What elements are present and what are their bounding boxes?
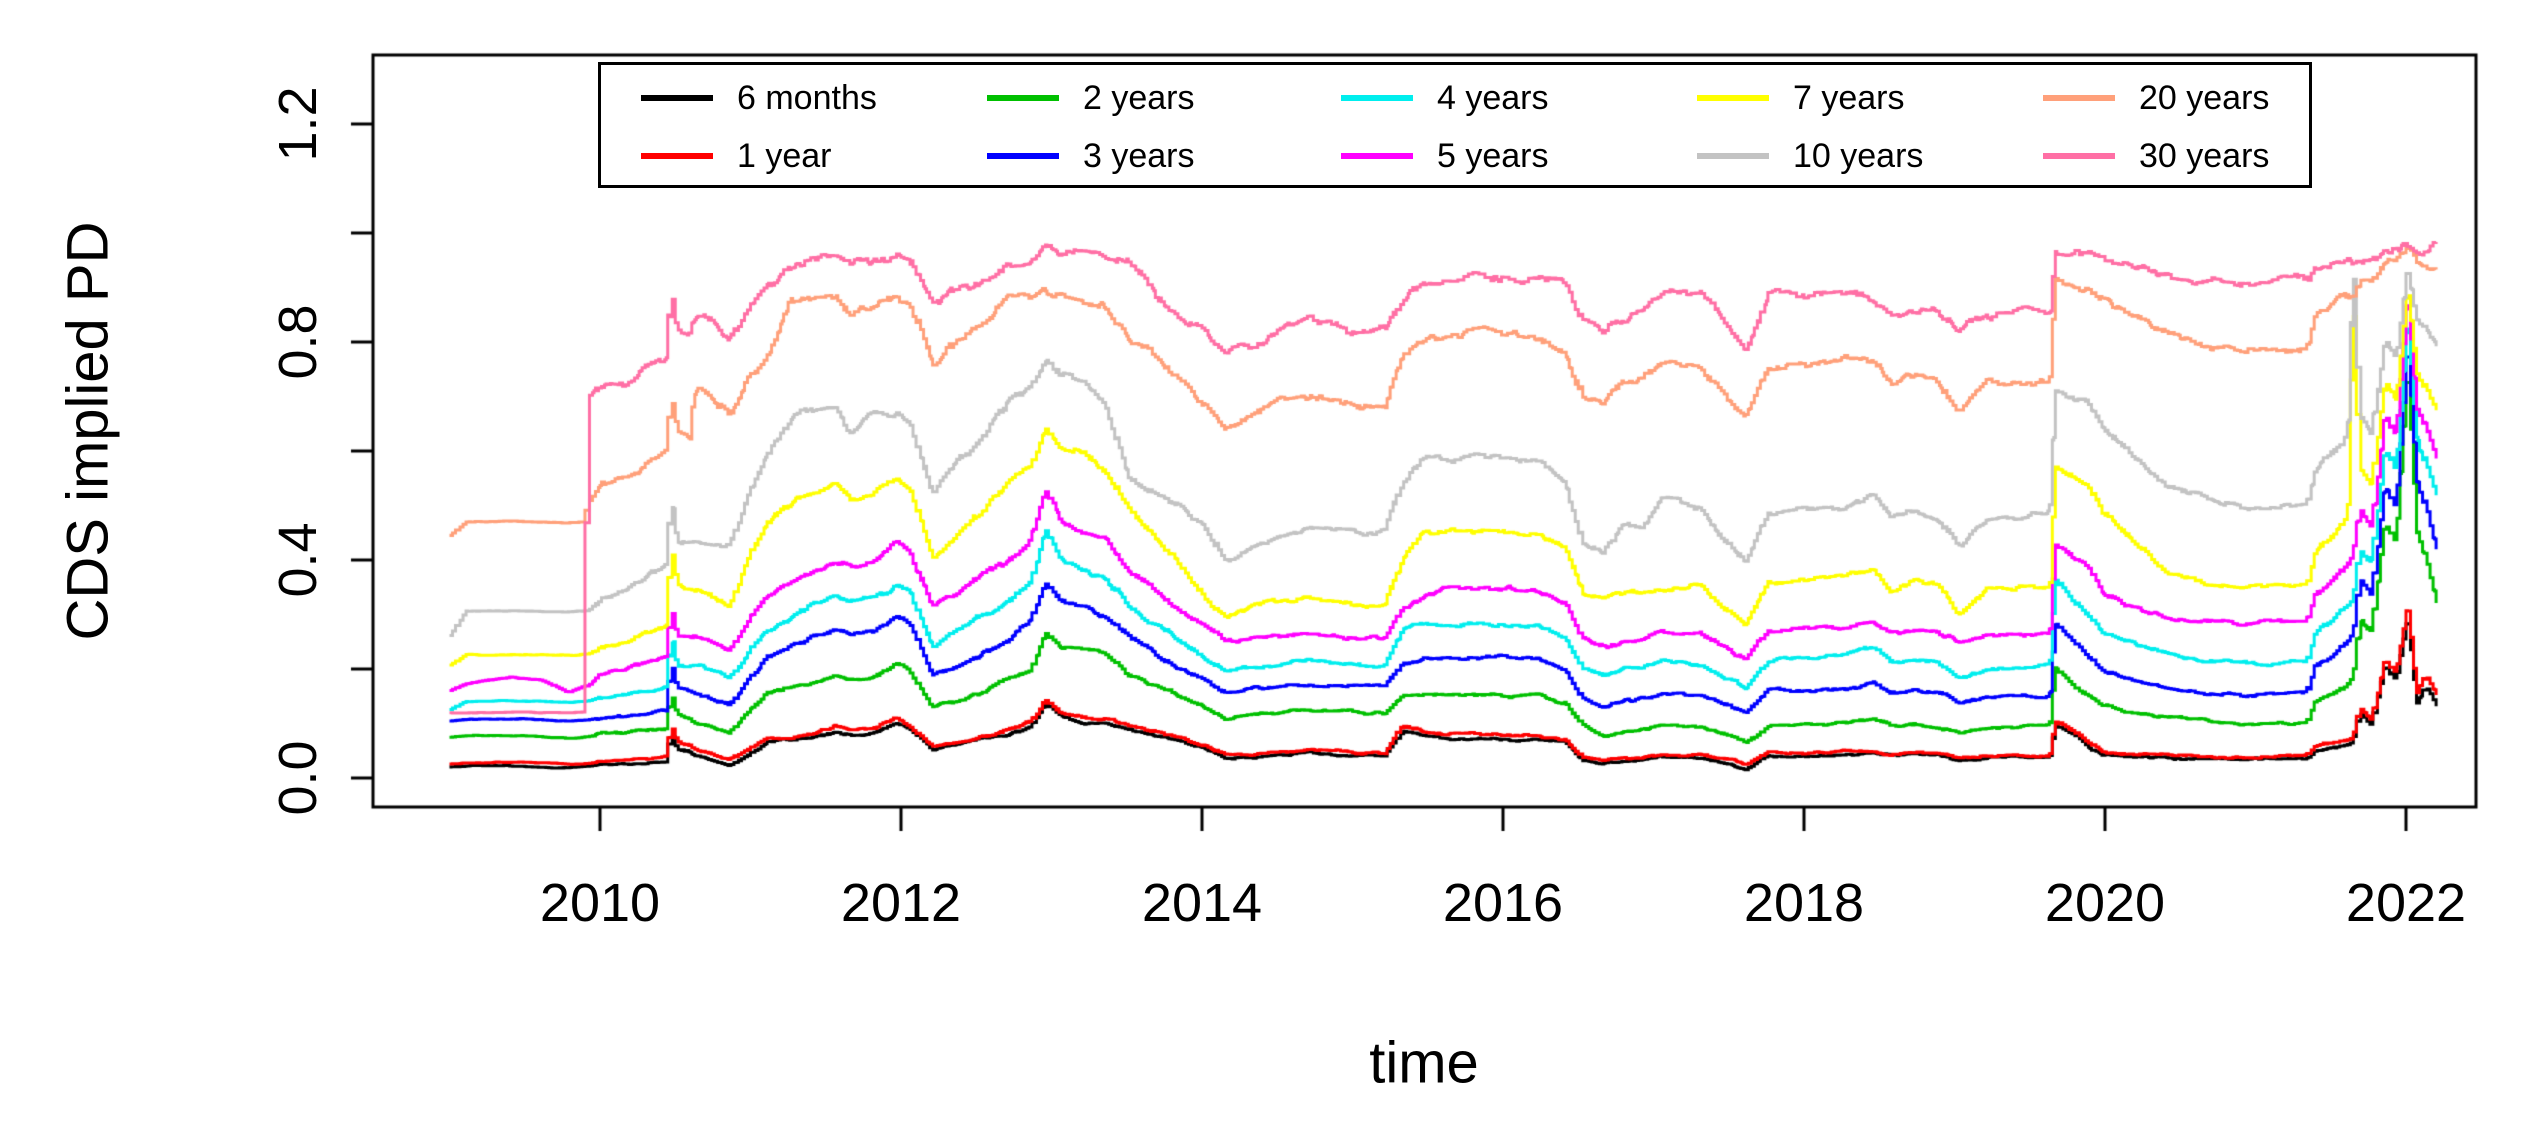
legend-item-5-years: 5 years: [1341, 136, 1549, 176]
legend-item-3-years: 3 years: [987, 136, 1195, 176]
legend-line-swatch: [1697, 95, 1769, 101]
legend-label: 10 years: [1793, 136, 1924, 175]
legend-line-swatch: [641, 95, 713, 101]
legend-label: 2 years: [1083, 78, 1195, 117]
x-tick-label: 2012: [840, 873, 962, 933]
legend-label: 3 years: [1083, 136, 1195, 175]
y-tick-label: 0.8: [268, 304, 328, 380]
legend-item-30-years: 30 years: [2043, 136, 2269, 176]
legend-label: 7 years: [1793, 78, 1905, 117]
legend-label: 30 years: [2139, 136, 2270, 175]
x-tick-label: 2018: [1743, 873, 1865, 933]
legend-line-swatch: [1341, 95, 1413, 101]
y-tick-label: 0.0: [268, 740, 328, 816]
x-tick-label: 2014: [1141, 873, 1263, 933]
legend-line-swatch: [2043, 153, 2115, 159]
y-axis-title: CDS implied PD: [55, 221, 121, 641]
legend-line-swatch: [1697, 153, 1769, 159]
x-tick-label: 2016: [1442, 873, 1564, 933]
legend-item-4-years: 4 years: [1341, 78, 1549, 118]
legend-line-swatch: [987, 95, 1059, 101]
legend-label: 6 months: [737, 78, 877, 117]
y-tick-label: 1.2: [268, 86, 328, 162]
legend-label: 20 years: [2139, 78, 2270, 117]
legend-box: 6 months 1 year 2 years 3 years 4 years 5 yea…: [598, 62, 2312, 188]
legend-label: 5 years: [1437, 136, 1549, 175]
y-tick-label: 0.4: [268, 522, 328, 598]
legend-line-swatch: [987, 153, 1059, 159]
legend-line-swatch: [1341, 153, 1413, 159]
legend-line-swatch: [641, 153, 713, 159]
legend-line-swatch: [2043, 95, 2115, 101]
x-tick-label: 2010: [539, 873, 661, 933]
legend-item-20-years: 20 years: [2043, 78, 2269, 118]
legend-item-6-months: 6 months: [641, 78, 877, 118]
legend-label: 1 year: [737, 136, 832, 175]
legend-item-2-years: 2 years: [987, 78, 1195, 118]
legend-item-7-years: 7 years: [1697, 78, 1905, 118]
x-tick-label: 2022: [2345, 873, 2467, 933]
legend-item-1-year: 1 year: [641, 136, 832, 176]
legend-label: 4 years: [1437, 78, 1549, 117]
x-tick-label: 2020: [2044, 873, 2166, 933]
legend-item-10-years: 10 years: [1697, 136, 1923, 176]
x-axis-title: time: [1369, 1030, 1479, 1096]
